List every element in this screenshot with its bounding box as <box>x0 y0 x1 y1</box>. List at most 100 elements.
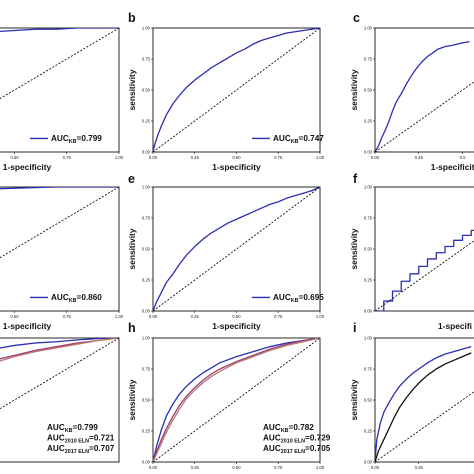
y-tick-label: 0.00 <box>142 309 151 314</box>
reference-diagonal <box>153 28 320 152</box>
reference-diagonal <box>375 81 474 152</box>
panel-label-i: i <box>353 321 356 335</box>
roc-curve <box>375 346 472 462</box>
legend-entry: AUC2017 ELN=0.705 <box>263 444 331 455</box>
x-tick-label: 0.75 <box>63 314 72 319</box>
y-tick-label: 0.00 <box>364 460 373 465</box>
reference-diagonal <box>0 338 119 410</box>
x-axis-label: 1-specifi <box>438 321 472 331</box>
x-tick-label: 0.00 <box>371 465 380 470</box>
panel-d: 0.50 0.75 1.00 1-specificity AUCKB=0.860 <box>0 186 124 331</box>
y-tick-label: 0.00 <box>142 460 151 465</box>
y-tick-label: 0.75 <box>142 216 151 221</box>
y-tick-label: 0.50 <box>364 88 373 93</box>
panel-label-b: b <box>128 11 136 25</box>
legend-entry: AUCKB=0.695 <box>273 293 324 304</box>
roc-curve <box>153 338 320 462</box>
legend-entry: AUC2017 ELN=0.707 <box>47 444 115 455</box>
legend-entry: AUCKB=0.799 <box>47 423 98 434</box>
roc-curve <box>153 28 320 152</box>
legend-entry: AUC2010 ELN=0.721 <box>47 434 115 445</box>
reference-diagonal <box>153 338 320 462</box>
roc-curve <box>153 338 320 462</box>
x-tick-label: 0.25 <box>191 465 200 470</box>
plot-frame <box>374 186 474 312</box>
roc-curve <box>375 40 470 152</box>
roc-curve <box>153 187 320 311</box>
series-group <box>153 187 320 311</box>
x-axis-label: 1-specificity <box>212 321 261 331</box>
series-group <box>0 338 119 410</box>
y-tick-label: 0.25 <box>364 429 373 434</box>
x-tick-label: 0.5 <box>460 155 466 160</box>
x-tick-label: 1.00 <box>115 314 124 319</box>
y-tick-label: 0.25 <box>364 119 373 124</box>
y-axis-label: sensitivity <box>349 379 359 420</box>
panel-label-c: c <box>353 11 360 25</box>
x-tick-label: 0.50 <box>232 314 241 319</box>
series-group <box>153 28 320 152</box>
y-axis-label: sensitivity <box>349 69 359 110</box>
y-axis-label: sensitivity <box>349 228 359 269</box>
y-axis-label: sensitivity <box>127 69 137 110</box>
x-tick-label: 0.50 <box>10 155 19 160</box>
y-tick-label: 0.50 <box>364 398 373 403</box>
panel-e: 0.00 0.25 0.50 0.75 1.00 0.00 0.25 0.50 0.75 1.00… <box>127 172 325 331</box>
x-axis-label: 1-specificity <box>212 162 261 172</box>
x-tick-label: 0.50 <box>10 314 19 319</box>
series-group <box>0 28 119 100</box>
y-tick-label: 0.75 <box>142 57 151 62</box>
x-tick-label: 0.00 <box>149 465 158 470</box>
y-tick-label: 1.00 <box>142 185 151 190</box>
y-tick-label: 0.25 <box>142 278 151 283</box>
y-axis-label: sensitivity <box>127 379 137 420</box>
x-tick-label: 1.00 <box>316 314 325 319</box>
roc-curve <box>375 352 472 462</box>
y-tick-label: 0.75 <box>364 367 373 372</box>
y-tick-label: 1.00 <box>364 185 373 190</box>
legend-entry: AUCKB=0.799 <box>51 134 102 145</box>
x-tick-label: 0.75 <box>63 155 72 160</box>
y-tick-label: 0.50 <box>142 88 151 93</box>
panel-label-e: e <box>128 172 135 186</box>
roc-curve <box>0 338 119 362</box>
panel-b: 0.00 0.25 0.50 0.75 1.00 0.00 0.25 0.50 0.75 1.00… <box>127 11 325 172</box>
y-tick-label: 0.50 <box>142 398 151 403</box>
x-tick-label: 0.00 <box>149 155 158 160</box>
legend-entry: AUCKB=0.860 <box>51 293 102 304</box>
x-tick-label: 1.00 <box>115 155 124 160</box>
panel-c: 0.00 0.25 0.5 0.00 0.25 0.50 0.75 1.00 1-specifi… <box>349 11 474 172</box>
x-tick-label: 0.50 <box>232 155 241 160</box>
panel-label-f: f <box>353 172 358 186</box>
roc-curve <box>0 338 119 360</box>
y-tick-label: 0.50 <box>142 247 151 252</box>
series-group <box>0 187 119 259</box>
x-tick-label: 1.00 <box>316 465 325 470</box>
roc-curve <box>0 338 119 349</box>
x-tick-label: 0.75 <box>274 465 283 470</box>
legend-entry: AUCKB=0.747 <box>273 134 324 145</box>
legend-entry: AUCKB=0.782 <box>263 423 314 434</box>
x-tick-label: 1.00 <box>316 155 325 160</box>
reference-diagonal <box>375 240 474 311</box>
series-group <box>153 338 320 462</box>
series-group <box>375 229 474 311</box>
y-tick-label: 0.00 <box>364 309 373 314</box>
x-tick-label: 0.25 <box>191 155 200 160</box>
x-axis-label: 1-specificity <box>212 472 261 474</box>
panel-label-h: h <box>128 321 136 335</box>
x-tick-label: 0.00 <box>371 155 380 160</box>
x-tick-label: 0.75 <box>274 314 283 319</box>
y-tick-label: 0.25 <box>364 278 373 283</box>
x-tick-label: 0.00 <box>149 314 158 319</box>
y-axis-label: sensitivity <box>127 228 137 269</box>
y-tick-label: 0.50 <box>364 247 373 252</box>
x-tick-label: 0.75 <box>274 155 283 160</box>
y-tick-label: 0.25 <box>142 119 151 124</box>
y-tick-label: 0.75 <box>142 367 151 372</box>
y-tick-label: 1.00 <box>364 336 373 341</box>
y-tick-label: 1.00 <box>142 336 151 341</box>
x-tick-label: 0.50 <box>232 465 241 470</box>
y-tick-label: 0.00 <box>142 150 151 155</box>
